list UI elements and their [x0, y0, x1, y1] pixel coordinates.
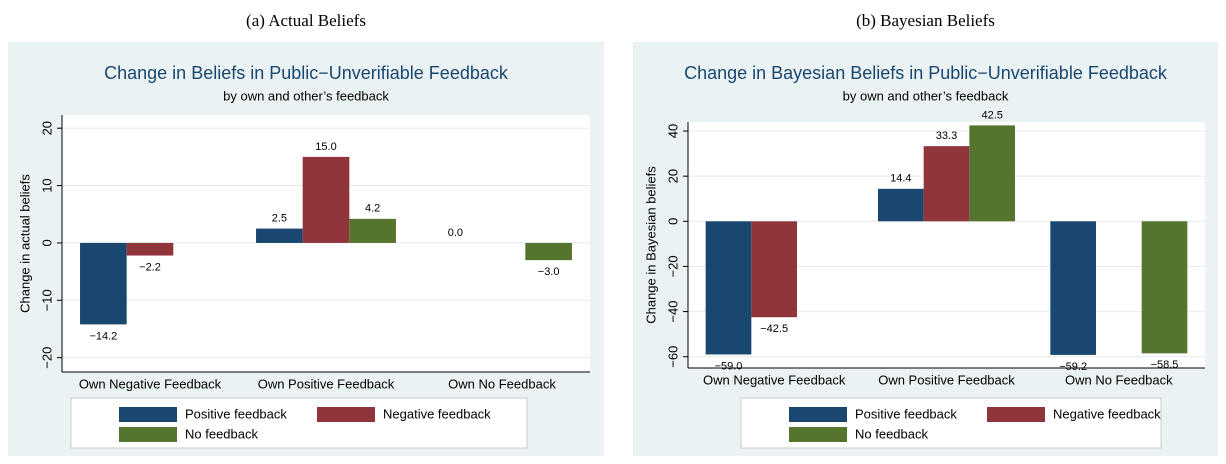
bar: [256, 228, 303, 243]
value-label: −3.0: [538, 266, 560, 278]
chart-panel: (b) Bayesian Beliefs Change in Bayesian B…: [633, 11, 1218, 456]
chart-subtitle: by own and other’s feedback: [223, 88, 389, 103]
y-tick-label: 0: [39, 239, 54, 246]
value-label: 15.0: [315, 141, 336, 153]
y-tick-label: −20: [665, 255, 680, 277]
value-label: 14.4: [890, 173, 911, 185]
bar: [969, 125, 1016, 222]
chart-subtitle: by own and other’s feedback: [843, 88, 1009, 103]
bar: [751, 221, 798, 318]
y-tick-label: 40: [665, 124, 680, 138]
value-label: −59.2: [1059, 361, 1087, 373]
legend-swatch: [119, 427, 177, 442]
legend-label: Negative feedback: [1053, 406, 1161, 421]
value-label: −58.5: [1151, 359, 1179, 371]
bar: [525, 242, 572, 261]
legend-label: No feedback: [855, 426, 928, 441]
y-tick-label: −10: [39, 289, 54, 311]
legend-swatch: [317, 407, 375, 422]
bar: [705, 221, 752, 355]
bar: [302, 156, 350, 243]
caption: (b) Bayesian Beliefs: [856, 11, 995, 30]
value-label: −42.5: [760, 323, 788, 335]
y-axis-label: Change in actual beliefs: [17, 174, 32, 313]
bar: [923, 146, 970, 222]
value-label: 33.3: [936, 130, 957, 142]
y-tick-label: −60: [665, 346, 680, 368]
value-label: 42.5: [981, 109, 1002, 121]
value-label: 0.0: [448, 227, 463, 239]
y-tick-label: 20: [665, 169, 680, 183]
x-tick-label: Own Negative Feedback: [79, 376, 222, 391]
legend-swatch: [789, 407, 847, 422]
legend-label: Positive feedback: [855, 406, 957, 421]
value-label: −14.2: [89, 330, 117, 342]
chart-panel: (a) Actual Beliefs Change in Beliefs in P…: [8, 11, 604, 456]
bar: [80, 242, 127, 325]
x-tick-label: Own No Feedback: [448, 376, 556, 391]
legend-swatch: [119, 407, 177, 422]
x-tick-label: Own Negative Feedback: [703, 372, 846, 387]
bar: [126, 242, 174, 256]
value-label: −59.0: [715, 360, 743, 372]
y-axis-label: Change in Bayesian beliefs: [643, 166, 658, 324]
bar: [349, 218, 396, 243]
chart-title: Change in Beliefs in Public−Unverifiable…: [104, 63, 509, 83]
y-tick-label: −40: [665, 301, 680, 323]
legend-label: No feedback: [185, 426, 258, 441]
caption: (a) Actual Beliefs: [246, 11, 366, 30]
bar: [1141, 221, 1188, 354]
legend-swatch: [789, 427, 847, 442]
x-tick-label: Own Positive Feedback: [878, 372, 1015, 387]
y-tick-label: 10: [39, 178, 54, 192]
y-tick-label: 0: [665, 218, 680, 225]
value-label: −2.2: [139, 261, 161, 273]
legend-label: Positive feedback: [185, 406, 287, 421]
value-label: 2.5: [272, 212, 287, 224]
legend-swatch: [987, 407, 1045, 422]
chart-title: Change in Bayesian Beliefs in Public−Unv…: [684, 63, 1168, 83]
x-tick-label: Own Positive Feedback: [258, 376, 395, 391]
x-tick-label: Own No Feedback: [1065, 372, 1173, 387]
bar: [1050, 221, 1096, 355]
y-tick-label: −20: [39, 347, 54, 369]
legend-label: Negative feedback: [383, 406, 491, 421]
bar: [877, 188, 924, 222]
y-tick-label: 20: [39, 121, 54, 135]
value-label: 4.2: [365, 203, 380, 215]
